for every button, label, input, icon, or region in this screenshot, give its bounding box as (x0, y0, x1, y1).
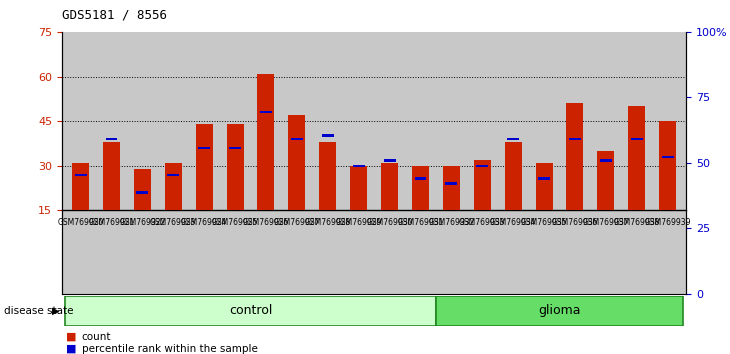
Bar (507, 138, 519, 140)
Bar (443, 166, 460, 211)
Bar (319, 142, 337, 211)
Bar (504, 142, 522, 211)
Bar (72, 163, 89, 211)
Bar (600, 159, 612, 162)
Bar (350, 166, 367, 211)
Bar (566, 103, 583, 211)
Bar (436, 296, 683, 326)
Text: ■: ■ (66, 332, 76, 342)
Bar (258, 74, 274, 211)
Text: ▶: ▶ (53, 306, 60, 316)
Text: glioma: glioma (538, 304, 581, 317)
Bar (167, 173, 180, 176)
Text: GDS5181 / 8556: GDS5181 / 8556 (62, 9, 167, 22)
Bar (381, 163, 398, 211)
Bar (291, 138, 303, 140)
Bar (631, 138, 642, 140)
Bar (199, 147, 210, 149)
Bar (569, 138, 581, 140)
Bar (165, 163, 182, 211)
Bar (412, 166, 429, 211)
Bar (538, 177, 550, 179)
Bar (65, 296, 436, 326)
Bar (103, 142, 120, 211)
Bar (74, 173, 87, 176)
Text: control: control (228, 304, 272, 317)
Text: ■: ■ (66, 344, 76, 354)
Bar (322, 134, 334, 137)
Text: percentile rank within the sample: percentile rank within the sample (82, 344, 258, 354)
Bar (384, 159, 396, 162)
Bar (661, 156, 674, 158)
Bar (659, 121, 676, 211)
Bar (134, 169, 151, 211)
Bar (260, 111, 272, 113)
Bar (415, 177, 426, 179)
Bar (196, 124, 212, 211)
Bar (629, 106, 645, 211)
Bar (106, 138, 118, 140)
Bar (137, 192, 148, 194)
Text: disease state: disease state (4, 306, 73, 316)
Bar (445, 183, 457, 185)
Bar (226, 124, 244, 211)
Bar (288, 115, 305, 211)
Bar (474, 160, 491, 211)
Bar (597, 151, 615, 211)
Bar (353, 165, 364, 167)
Bar (476, 165, 488, 167)
Text: count: count (82, 332, 111, 342)
Bar (536, 163, 553, 211)
Bar (229, 147, 241, 149)
